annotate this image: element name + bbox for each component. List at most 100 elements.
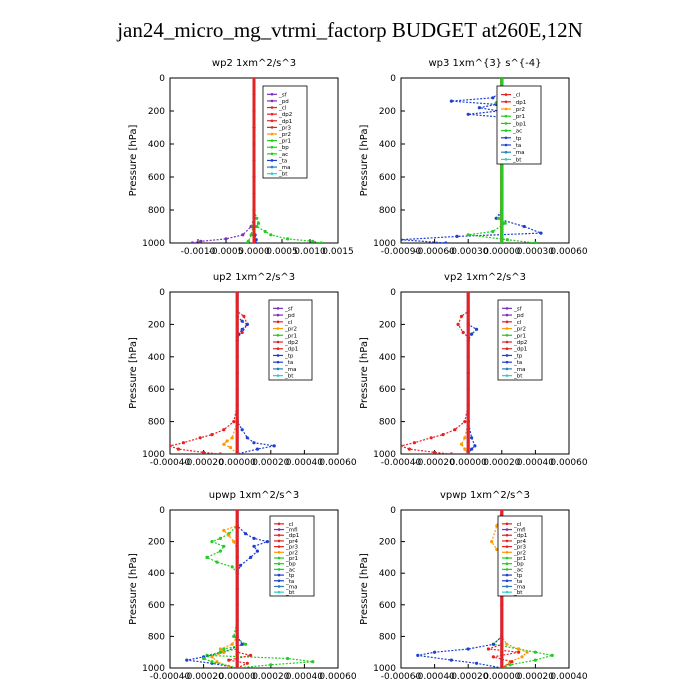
- series-point_cl: [235, 603, 239, 607]
- series-point_tp: [466, 112, 470, 116]
- x-tick-label: 0.0015: [322, 247, 354, 257]
- legend-label: _pr2: [285, 550, 298, 556]
- legend-label: _bt: [513, 374, 523, 380]
- legend-marker: [505, 522, 509, 526]
- series-point_bp: [311, 660, 315, 664]
- y-tick-label: 400: [148, 353, 165, 363]
- legend-marker: [505, 320, 509, 324]
- series-point_pr3: [510, 660, 514, 664]
- series-point_pr3: [245, 661, 249, 665]
- legend-marker: [505, 528, 509, 531]
- x-tick-label: 0.00020: [252, 672, 289, 682]
- legend-marker: [504, 100, 508, 104]
- legend-label: _pr3: [285, 545, 299, 551]
- legend-label: _pr1: [285, 556, 298, 562]
- legend-marker: [504, 136, 508, 140]
- legend-marker: [276, 340, 280, 344]
- legend-marker: [270, 152, 274, 156]
- plot-frame: [400, 77, 570, 244]
- legend-marker: [270, 132, 274, 136]
- legend-label: _tp: [513, 573, 523, 579]
- y-tick-label: 400: [379, 353, 396, 363]
- legend-label: _pr2: [512, 107, 525, 113]
- series-point_pr1: [255, 224, 259, 229]
- series-point_tp: [244, 532, 248, 536]
- series-point_cl: [466, 292, 470, 294]
- series-point_pd: [224, 237, 228, 241]
- series-point_bp: [508, 663, 512, 667]
- series-point_pr2: [230, 436, 234, 440]
- series-point_tp: [475, 327, 479, 331]
- legend-label: _cl: [513, 320, 522, 326]
- series-point_bp: [550, 653, 554, 658]
- x-tick-label: -0.00020: [414, 458, 455, 468]
- y-tick-label: 200: [148, 538, 165, 548]
- legend-marker: [505, 360, 509, 364]
- legend-marker: [505, 545, 509, 548]
- series-point_tp: [265, 540, 269, 544]
- series-point_tp: [249, 555, 253, 560]
- series-point_pr2: [218, 647, 222, 651]
- plot-frame: [400, 509, 570, 669]
- series-point_bp: [232, 634, 236, 639]
- series-point_tp: [491, 642, 495, 646]
- series-point_bp1: [500, 241, 504, 243]
- panel-title: up2 1xm^2/s^3: [213, 272, 295, 283]
- series-point_tp: [185, 658, 189, 662]
- legend-marker: [276, 354, 280, 357]
- y-tick-label: 0: [159, 288, 165, 298]
- legend: _cl_mfl_dp1_pr4_pr3_pr2_pr1_bp_ac_tp_ta_…: [269, 515, 315, 597]
- legend-marker: [270, 145, 274, 149]
- legend-box: [268, 299, 313, 381]
- x-tick-label: -0.00060: [381, 672, 422, 682]
- series-point_cl: [235, 387, 239, 391]
- series-point_cl: [235, 666, 239, 668]
- legend-label: _pr2: [278, 132, 291, 138]
- legend-label: _ma: [285, 584, 297, 590]
- series-point_bp: [286, 656, 290, 661]
- panel-wp2: wp2 1xm^2/s^3 Pressure [hPa] 0 200 400 600 800…: [128, 58, 354, 257]
- legend: _cl_dp1_pr2_pr1_bp1 _ac_tp_ta_ma_bt: [496, 85, 542, 165]
- legend-marker: [505, 579, 509, 583]
- legend-box: [497, 299, 543, 381]
- x-tick-label: 0.0000: [238, 247, 270, 257]
- x-tick-label: 0.00060: [319, 458, 356, 468]
- legend-label: _tp: [513, 353, 523, 359]
- series-point_pr1: [311, 239, 315, 243]
- series-line_pr2: [222, 292, 238, 454]
- series-line_dp1: [401, 292, 469, 454]
- series-point_cl: [252, 78, 256, 80]
- series-point_tp: [455, 234, 459, 238]
- legend-label: _dp1: [278, 119, 292, 125]
- series-point_tp: [416, 653, 420, 658]
- legend-label: _tp: [285, 573, 295, 579]
- legend-label: _dp1: [512, 100, 526, 106]
- series-point_pr2: [230, 642, 234, 646]
- legend-marker: [505, 573, 509, 577]
- series-point_cl: [235, 555, 239, 560]
- x-tick-label: -0.00020: [183, 458, 224, 468]
- legend-marker: [277, 590, 281, 594]
- legend-marker: [277, 556, 281, 560]
- series-point_ac: [533, 241, 537, 243]
- legend-label: _ta: [278, 158, 287, 164]
- series-point_ac: [245, 241, 249, 243]
- y-tick-label: 1000: [373, 664, 396, 674]
- series-point_tp: [449, 658, 453, 662]
- series-point_dp1: [242, 314, 246, 318]
- series-point_tp: [473, 444, 477, 448]
- y-tick-label: 600: [379, 385, 396, 395]
- legend-marker: [270, 106, 274, 109]
- plot-frame: [169, 291, 339, 455]
- series-point_pr2: [520, 655, 524, 659]
- legend-marker: [505, 313, 509, 317]
- x-tick-label: -0.00020: [183, 672, 224, 682]
- series-point_pr3: [491, 655, 495, 659]
- y-axis-label: Pressure [hPa]: [359, 125, 370, 197]
- series-point_dp1: [441, 433, 445, 437]
- series-point_tp: [491, 96, 495, 100]
- legend-marker: [504, 93, 508, 96]
- legend-marker: [276, 360, 280, 364]
- legend-marker: [270, 93, 274, 96]
